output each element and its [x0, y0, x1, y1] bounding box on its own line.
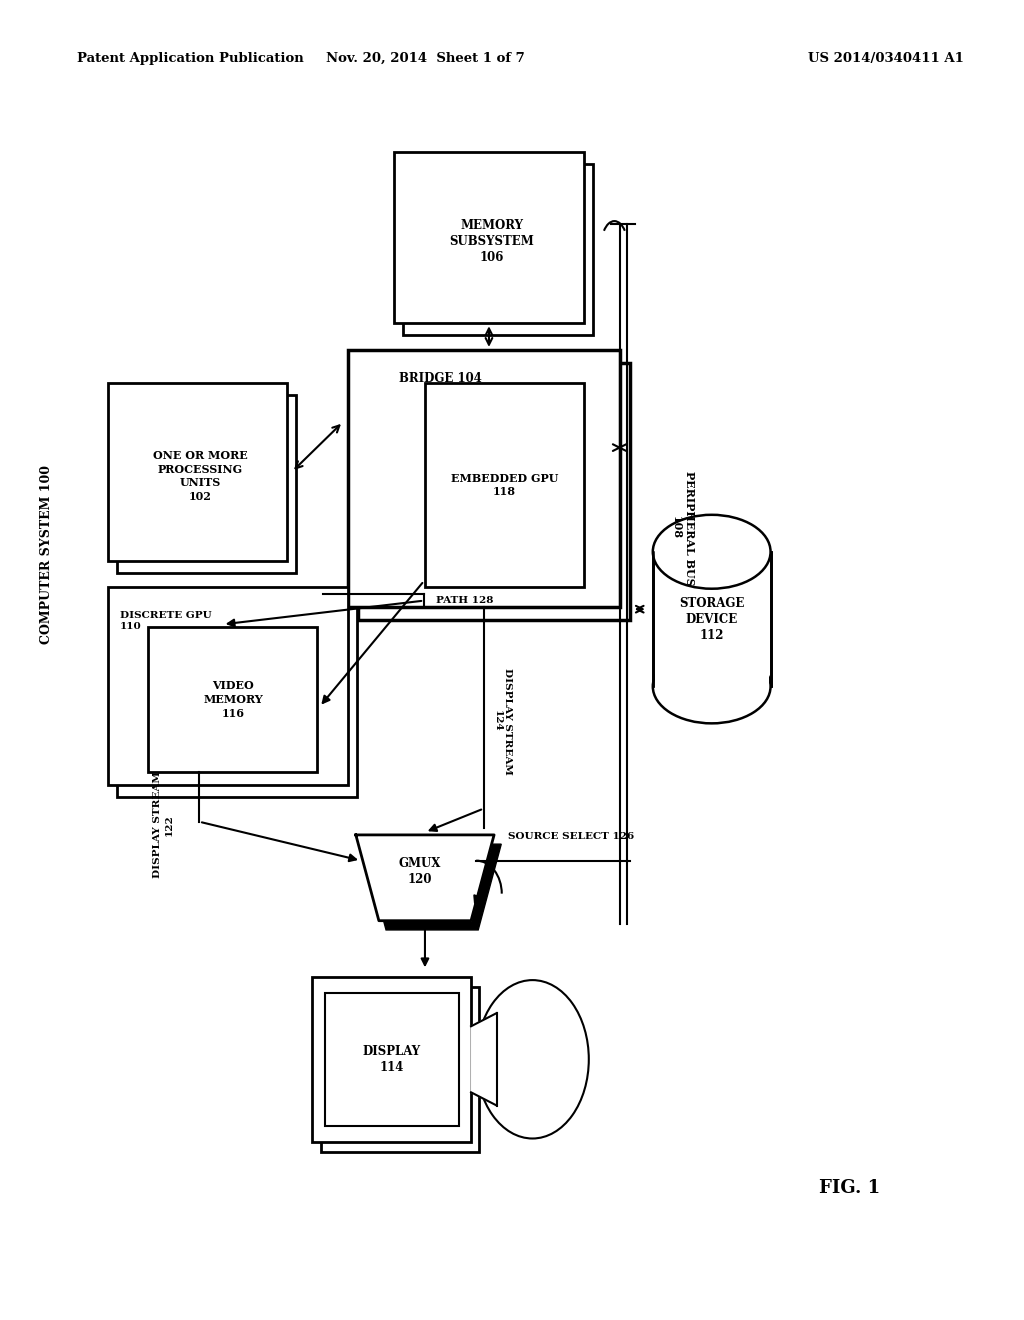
Text: GMUX
120: GMUX 120: [398, 857, 441, 886]
Polygon shape: [356, 834, 494, 921]
Bar: [348, 350, 620, 607]
Text: FIG. 1: FIG. 1: [819, 1179, 881, 1197]
Text: EMBEDDED GPU
118: EMBEDDED GPU 118: [451, 473, 558, 498]
Text: SOURCE SELECT 126: SOURCE SELECT 126: [508, 833, 634, 841]
Bar: [403, 164, 593, 335]
Bar: [117, 395, 296, 573]
Bar: [653, 552, 770, 686]
Bar: [321, 987, 479, 1152]
Text: DISPLAY
114: DISPLAY 114: [362, 1045, 421, 1073]
Bar: [108, 383, 287, 561]
Text: PERIPHERAL BUS
108: PERIPHERAL BUS 108: [671, 471, 695, 585]
Ellipse shape: [653, 515, 770, 589]
Ellipse shape: [476, 979, 589, 1138]
Bar: [108, 587, 348, 785]
Bar: [394, 152, 584, 323]
Text: MEMORY
SUBSYSTEM
106: MEMORY SUBSYSTEM 106: [450, 219, 535, 264]
Text: US 2014/0340411 A1: US 2014/0340411 A1: [808, 51, 964, 65]
Text: BRIDGE 104: BRIDGE 104: [399, 372, 482, 385]
Text: PATH 128: PATH 128: [436, 597, 494, 605]
Text: STORAGE
DEVICE
112: STORAGE DEVICE 112: [679, 597, 744, 642]
Bar: [117, 599, 357, 797]
Bar: [148, 627, 317, 772]
Bar: [655, 552, 768, 685]
Text: COMPUTER SYSTEM 100: COMPUTER SYSTEM 100: [40, 465, 52, 644]
Bar: [325, 993, 459, 1126]
Bar: [425, 383, 584, 587]
Text: DISPLAY STREAM
122: DISPLAY STREAM 122: [154, 772, 173, 878]
Text: DISPLAY STREAM
124: DISPLAY STREAM 124: [493, 668, 512, 775]
Text: Nov. 20, 2014  Sheet 1 of 7: Nov. 20, 2014 Sheet 1 of 7: [326, 51, 524, 65]
Bar: [358, 363, 630, 620]
Polygon shape: [362, 845, 502, 929]
Text: ONE OR MORE
PROCESSING
UNITS
102: ONE OR MORE PROCESSING UNITS 102: [153, 450, 248, 502]
Bar: [312, 977, 471, 1142]
Text: VIDEO
MEMORY
116: VIDEO MEMORY 116: [203, 680, 263, 719]
Text: DISCRETE GPU
110: DISCRETE GPU 110: [120, 611, 212, 631]
Ellipse shape: [653, 649, 770, 723]
Polygon shape: [471, 1014, 497, 1106]
Text: Patent Application Publication: Patent Application Publication: [77, 51, 303, 65]
